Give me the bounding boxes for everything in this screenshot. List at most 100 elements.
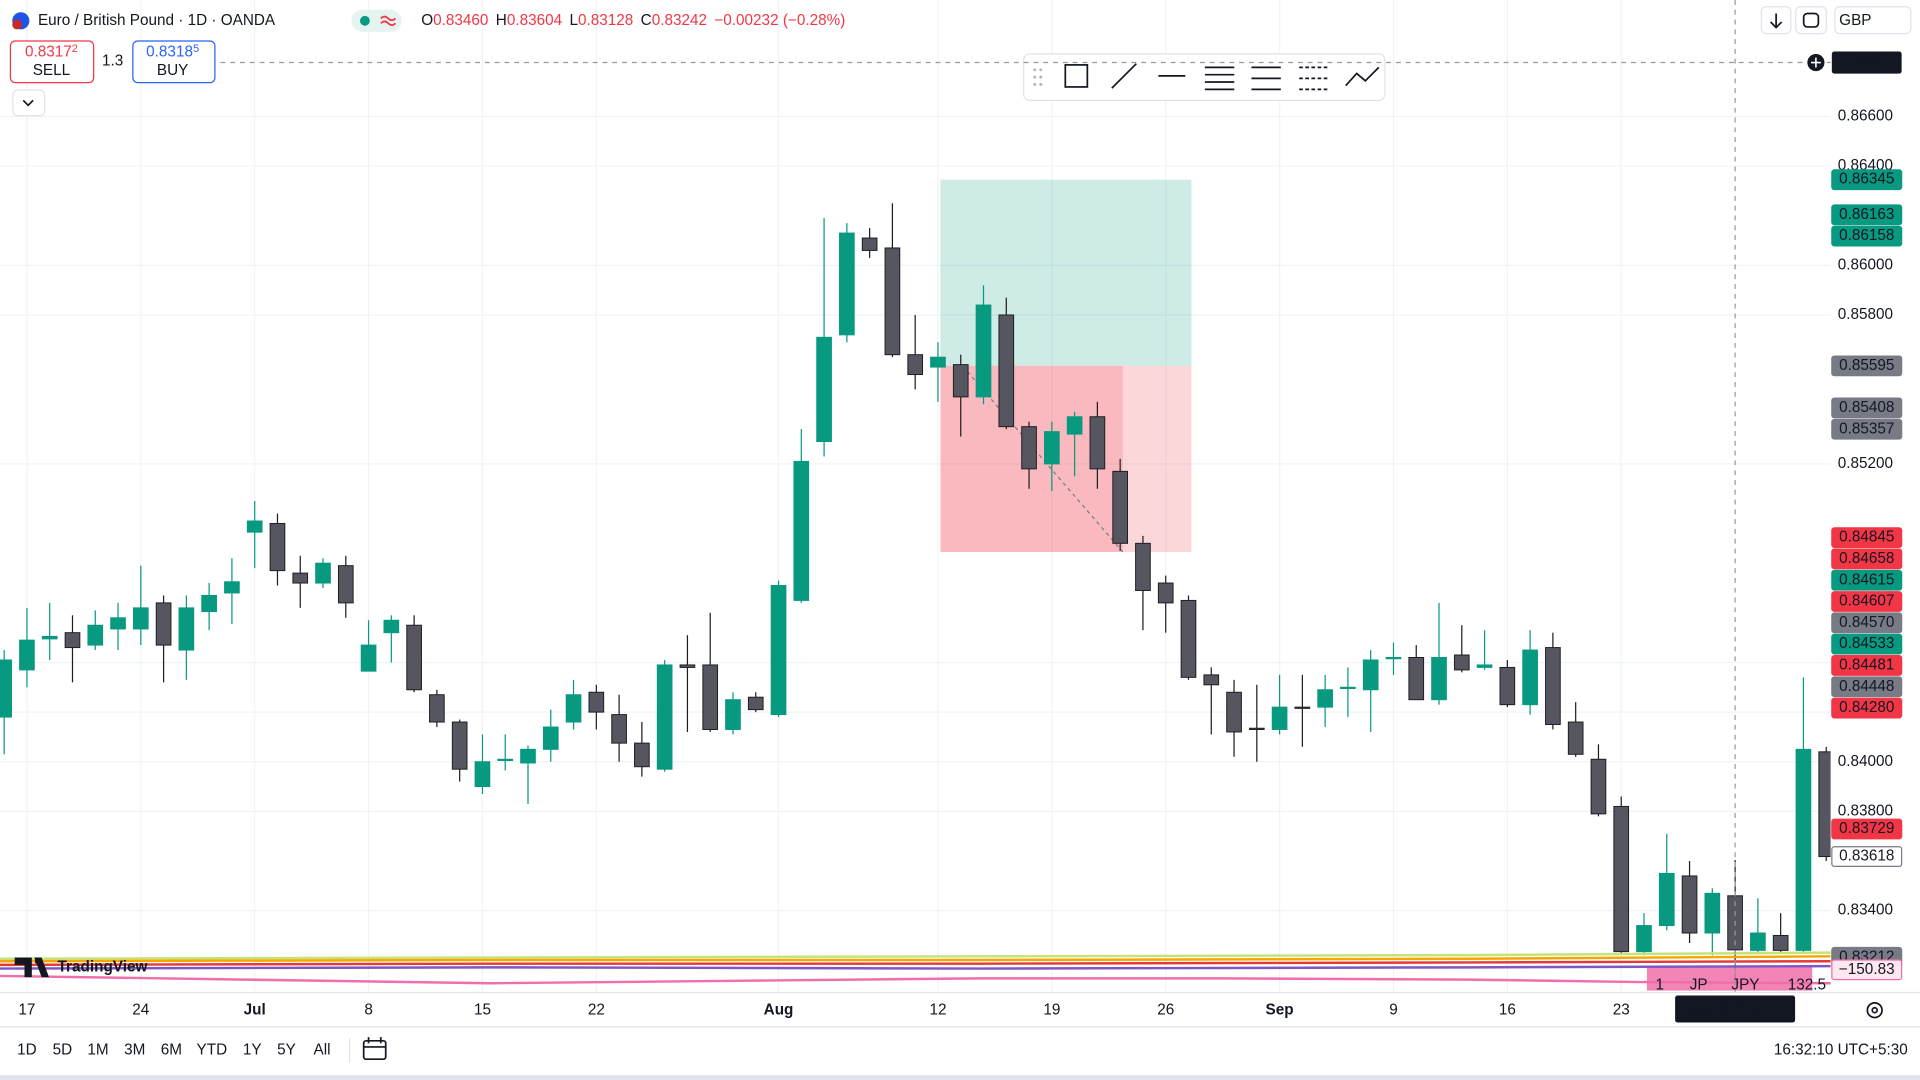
candle-body bbox=[725, 699, 741, 730]
sell-button[interactable] bbox=[9, 40, 95, 84]
candle-body bbox=[884, 247, 901, 356]
grid bbox=[0, 0, 1831, 992]
rectangle-tool[interactable] bbox=[1064, 64, 1089, 88]
candle-body bbox=[1590, 758, 1607, 815]
price-label-box bbox=[1831, 633, 1903, 655]
indicator-label: −150.83 bbox=[1839, 961, 1895, 978]
overlay-text: 1 bbox=[1656, 977, 1665, 994]
y-tick-label: 0.85800 bbox=[1838, 306, 1893, 323]
price-label: 0.83729 bbox=[1839, 820, 1894, 837]
price-label: 0.84533 bbox=[1839, 635, 1894, 652]
price-label-box bbox=[1831, 418, 1903, 440]
logo-dot bbox=[34, 958, 42, 965]
price-label: 0.86163 bbox=[1839, 206, 1894, 223]
candle-body bbox=[132, 607, 149, 630]
candle-body bbox=[1089, 416, 1106, 470]
overlay-text: JP bbox=[1690, 977, 1708, 994]
candle-body bbox=[770, 585, 787, 716]
candle-body bbox=[816, 336, 832, 443]
timeframe-button[interactable]: 3M bbox=[124, 1042, 145, 1059]
candle-body bbox=[246, 520, 263, 533]
logo: TradingView bbox=[14, 957, 147, 978]
status-pill[interactable] bbox=[351, 9, 402, 32]
refresh-button[interactable] bbox=[1795, 6, 1827, 35]
trade-panel: 0.83172 SELL 1.3 0.83185 BUY bbox=[9, 40, 216, 117]
timeframe-button[interactable]: 5D bbox=[53, 1042, 73, 1059]
buy-button[interactable] bbox=[132, 40, 216, 84]
timeframe-button[interactable]: 1M bbox=[87, 1042, 108, 1059]
candle-body bbox=[975, 304, 992, 398]
pitchfork-tool[interactable] bbox=[1299, 66, 1329, 91]
candle-body bbox=[1248, 727, 1265, 730]
candle-body bbox=[1772, 935, 1789, 951]
candle-body bbox=[1180, 599, 1197, 678]
price-label: 0.85408 bbox=[1839, 399, 1894, 416]
buy-label: BUY bbox=[157, 62, 188, 79]
fib-tool[interactable] bbox=[1204, 66, 1235, 91]
x-tick-label: 9 bbox=[1389, 1001, 1398, 1018]
candle-body bbox=[1340, 686, 1356, 690]
buy-price: 0.83185 bbox=[146, 43, 199, 61]
trendline-tool[interactable] bbox=[1111, 63, 1137, 89]
candle-body bbox=[542, 726, 559, 750]
candle-body bbox=[1499, 666, 1516, 706]
candle-body bbox=[793, 460, 810, 601]
price-label: 0.84658 bbox=[1839, 550, 1894, 567]
candle-body bbox=[1317, 689, 1333, 708]
clock: 16:32:10 UTC+5:30 bbox=[1774, 1042, 1908, 1059]
candle-body bbox=[1157, 582, 1174, 604]
download-icon bbox=[1770, 13, 1783, 29]
indicator-line bbox=[0, 974, 1831, 985]
price-label: 0.84570 bbox=[1839, 614, 1894, 631]
ohlc-value: 0.83604 bbox=[507, 12, 563, 29]
spread: 1.3 bbox=[102, 52, 123, 69]
price-label-box bbox=[1831, 548, 1903, 570]
collapse-button[interactable] bbox=[12, 89, 46, 117]
candle-body bbox=[1226, 691, 1242, 733]
y-tick-label: 0.83800 bbox=[1838, 802, 1893, 819]
drag-handle bbox=[1033, 68, 1043, 86]
date-range-button[interactable] bbox=[362, 1039, 387, 1061]
pattern-tool[interactable] bbox=[1345, 66, 1380, 87]
timeframe-button[interactable]: All bbox=[314, 1042, 331, 1059]
timeframe-button[interactable]: 1D bbox=[17, 1042, 37, 1059]
x-tick-label: 15 bbox=[474, 1001, 491, 1018]
currency-dropdown[interactable] bbox=[1834, 6, 1912, 35]
candle-body bbox=[1044, 431, 1060, 465]
candle-body bbox=[1681, 875, 1698, 934]
ohlc-key: C bbox=[641, 12, 652, 29]
x-tick-label: Sep bbox=[1266, 1001, 1294, 1018]
overlay-text: JPY bbox=[1731, 977, 1759, 994]
settings-button[interactable] bbox=[1866, 1002, 1883, 1019]
overlay-text: 132.5 bbox=[1788, 977, 1826, 994]
crosshair-price: 0.86817 bbox=[1839, 54, 1894, 71]
candle-body bbox=[1112, 470, 1128, 544]
y-tick-label: 0.86600 bbox=[1838, 107, 1893, 124]
channel-tool[interactable] bbox=[1251, 66, 1281, 91]
indicator-text: 1 JP JPY 132.5 bbox=[1656, 977, 1827, 994]
x-tick-label: 22 bbox=[588, 1001, 605, 1018]
indicator-line bbox=[0, 960, 1831, 967]
candle-body bbox=[1431, 657, 1447, 701]
symbol-title: Euro / British Pound · 1D · OANDA bbox=[38, 12, 276, 29]
x-tick-label: 19 bbox=[1043, 1001, 1060, 1018]
candle-body bbox=[110, 617, 126, 630]
price-label-box bbox=[1831, 204, 1903, 226]
refresh-icon bbox=[1802, 12, 1820, 28]
candle-body bbox=[930, 356, 946, 368]
timeframe-button[interactable]: 1Y bbox=[243, 1042, 262, 1059]
ohlc-value: 0.83242 bbox=[652, 12, 707, 29]
candle-body bbox=[383, 619, 400, 634]
candle-body bbox=[611, 714, 627, 744]
candle-body bbox=[1545, 647, 1561, 726]
timeframe-bar: 1D 5D 1M 3M 6M YTD 1Y 5Y All bbox=[17, 1042, 330, 1059]
timeframe-button[interactable]: YTD bbox=[197, 1042, 228, 1059]
timeframe-button[interactable]: 6M bbox=[161, 1042, 182, 1059]
drawing-toolbar bbox=[1023, 53, 1386, 102]
candle-body bbox=[861, 237, 878, 251]
ohlc-legend: O0.83460 H0.83604 L0.83128 C0.83242 −0.00232… bbox=[421, 12, 845, 29]
timeframe-button[interactable]: 5Y bbox=[277, 1042, 296, 1059]
sell-label: SELL bbox=[33, 62, 70, 79]
settings-icon bbox=[1871, 1006, 1878, 1014]
